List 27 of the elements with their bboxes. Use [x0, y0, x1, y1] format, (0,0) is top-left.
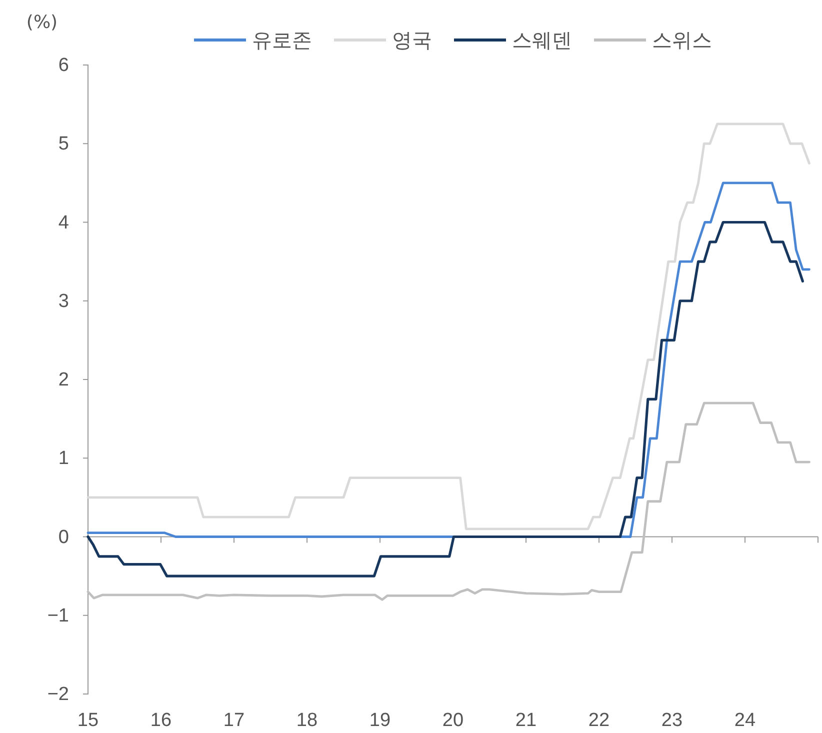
x-tick-label: 16 — [150, 710, 172, 731]
x-tick-label: 22 — [588, 710, 610, 731]
y-tick-label: 2 — [58, 370, 69, 391]
y-tick-label: 0 — [58, 526, 69, 548]
line-series — [86, 220, 804, 578]
line-series — [86, 122, 810, 530]
x-tick-label: 19 — [369, 710, 391, 731]
y-tick-label: −1 — [47, 605, 69, 626]
y-tick-label: −2 — [47, 684, 69, 706]
y-tick-label: 5 — [58, 134, 69, 155]
legend-label: 영국 — [392, 28, 432, 52]
y-axis-title: (%) — [26, 12, 58, 33]
legend-label: 유로존 — [252, 28, 312, 52]
y-tick-label: 1 — [58, 448, 69, 470]
legend-label: 스위스 — [652, 28, 712, 52]
legend-label: 스웨덴 — [512, 28, 572, 52]
y-tick-label: 3 — [58, 290, 69, 312]
x-tick-label: 20 — [442, 710, 464, 731]
x-tick-label: 15 — [77, 710, 99, 731]
x-tick-label: 18 — [296, 710, 318, 731]
y-tick-label: 6 — [58, 55, 69, 76]
x-tick-label: 21 — [515, 710, 537, 731]
line-series — [86, 402, 810, 601]
x-tick-label: 24 — [734, 710, 756, 731]
x-tick-label: 17 — [223, 710, 245, 731]
y-tick-label: 4 — [58, 212, 70, 234]
x-tick-label: 23 — [661, 710, 683, 731]
